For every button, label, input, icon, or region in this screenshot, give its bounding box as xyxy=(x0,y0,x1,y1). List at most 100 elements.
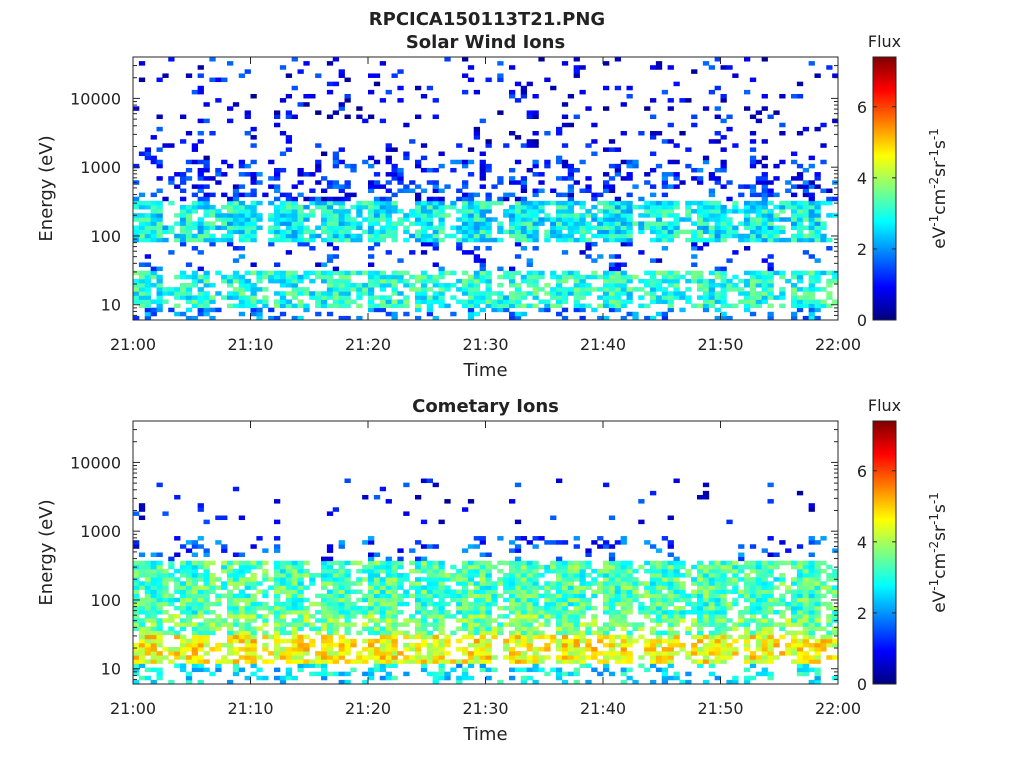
spectrogram-cell xyxy=(185,159,193,165)
spectrogram-cell xyxy=(203,163,210,169)
spectrogram-cell xyxy=(238,172,246,177)
spectrogram-cell xyxy=(232,303,240,309)
spectrogram-cell xyxy=(826,303,833,309)
spectrogram-cell xyxy=(608,270,616,276)
spectrogram-cell xyxy=(732,589,739,594)
spectrogram-cell xyxy=(620,299,627,304)
spectrogram-cells xyxy=(133,478,839,685)
spectrogram-cell xyxy=(332,221,340,226)
spectrogram-cell xyxy=(620,585,627,590)
spectrogram-cell xyxy=(473,233,481,239)
spectrogram-cell xyxy=(655,209,663,214)
spectrogram-cell xyxy=(655,311,663,317)
spectrogram-cell xyxy=(344,478,351,484)
spectrogram-cell xyxy=(321,556,328,562)
spectrogram-cell xyxy=(250,560,257,566)
spectrogram-cell xyxy=(673,622,680,627)
spectrogram-cell xyxy=(297,204,304,210)
spectrogram-cell xyxy=(221,544,228,549)
spectrogram-cell xyxy=(814,172,821,177)
spectrogram-cell xyxy=(309,196,316,202)
spectrogram-cell xyxy=(503,196,510,202)
spectrogram-cell xyxy=(368,556,375,562)
spectrogram-cell xyxy=(509,65,516,70)
spectrogram-cell xyxy=(373,303,381,309)
spectrogram-cell xyxy=(268,307,275,313)
spectrogram-cell xyxy=(667,544,674,549)
spectrogram-cell xyxy=(462,597,469,603)
spectrogram-cell xyxy=(467,237,475,243)
spectrogram-cell xyxy=(691,241,698,247)
spectrogram-cell xyxy=(585,106,592,111)
spectrogram-cell xyxy=(315,110,322,115)
spectrogram-cell xyxy=(209,295,216,300)
spectrogram-cell xyxy=(403,303,410,309)
spectrogram-cell xyxy=(297,667,304,673)
spectrogram-cell xyxy=(462,204,469,210)
spectrogram-cell xyxy=(279,221,287,226)
spectrogram-cell xyxy=(585,548,592,553)
spectrogram-cell xyxy=(391,204,398,210)
spectrogram-cell xyxy=(180,568,187,574)
spectrogram-cell xyxy=(826,246,833,251)
spectrogram-cell xyxy=(432,618,439,623)
spectrogram-cell xyxy=(232,274,240,280)
spectrogram-cell xyxy=(573,237,580,243)
spectrogram-cell xyxy=(479,204,486,210)
spectrogram-cell xyxy=(608,295,616,300)
spectrogram-cell xyxy=(385,250,392,255)
spectrogram-cell xyxy=(655,217,663,222)
spectrogram-cell xyxy=(503,573,510,578)
spectrogram-cell xyxy=(297,605,304,611)
spectrogram-cell xyxy=(626,217,633,222)
spectrogram-cell xyxy=(332,217,340,222)
spectrogram-cell xyxy=(326,303,334,309)
spectrogram-cell xyxy=(655,601,663,607)
spectrogram-cell xyxy=(321,634,328,640)
spectrogram-cell xyxy=(667,122,674,128)
spectrogram-cell xyxy=(532,581,539,586)
spectrogram-cell xyxy=(138,237,146,243)
spectrogram-cell xyxy=(585,184,592,189)
spectrogram-cell xyxy=(144,278,152,284)
spectrogram-cell xyxy=(626,241,633,247)
spectrogram-cell xyxy=(138,217,146,222)
spectrogram-cell xyxy=(426,237,434,243)
spectrogram-cell xyxy=(467,659,475,664)
spectrogram-cell xyxy=(180,180,187,185)
spectrogram-cell xyxy=(215,77,222,83)
spectrogram-cell xyxy=(397,98,404,103)
spectrogram-cell xyxy=(755,622,763,627)
spectrogram-cell xyxy=(426,311,434,317)
spectrogram-cell xyxy=(473,246,481,251)
spectrogram-cell xyxy=(644,303,651,309)
spectrogram-cell xyxy=(620,270,627,276)
spectrogram-cell xyxy=(685,200,692,206)
spectrogram-cell xyxy=(509,229,516,235)
spectrogram-cell xyxy=(227,295,234,300)
spectrogram-cell xyxy=(526,560,533,566)
spectrogram-cell xyxy=(608,556,616,562)
spectrogram-cell xyxy=(685,655,692,660)
spectrogram-cell xyxy=(180,237,187,243)
spectrogram-cell xyxy=(338,147,345,152)
spectrogram-cell xyxy=(832,270,839,276)
spectrogram-cell xyxy=(197,225,204,230)
spectrogram-cell xyxy=(203,651,210,656)
spectrogram-cell xyxy=(720,184,727,189)
spectrogram-cell xyxy=(802,315,810,321)
spectrogram-cell xyxy=(244,560,251,566)
spectrogram-cell xyxy=(491,626,498,631)
spectrogram-cell xyxy=(550,593,557,599)
spectrogram-cell xyxy=(661,315,669,321)
spectrogram-cell xyxy=(309,614,316,619)
spectrogram-cell xyxy=(450,295,457,300)
spectrogram-cell xyxy=(332,560,340,566)
spectrogram-cell xyxy=(532,204,539,210)
spectrogram-cell xyxy=(250,659,257,664)
spectrogram-cell xyxy=(749,601,757,607)
spectrogram-cell xyxy=(667,589,674,594)
spectrogram-cell xyxy=(591,213,598,218)
spectrogram-cell xyxy=(262,548,269,553)
spectrogram-cell xyxy=(661,209,669,214)
